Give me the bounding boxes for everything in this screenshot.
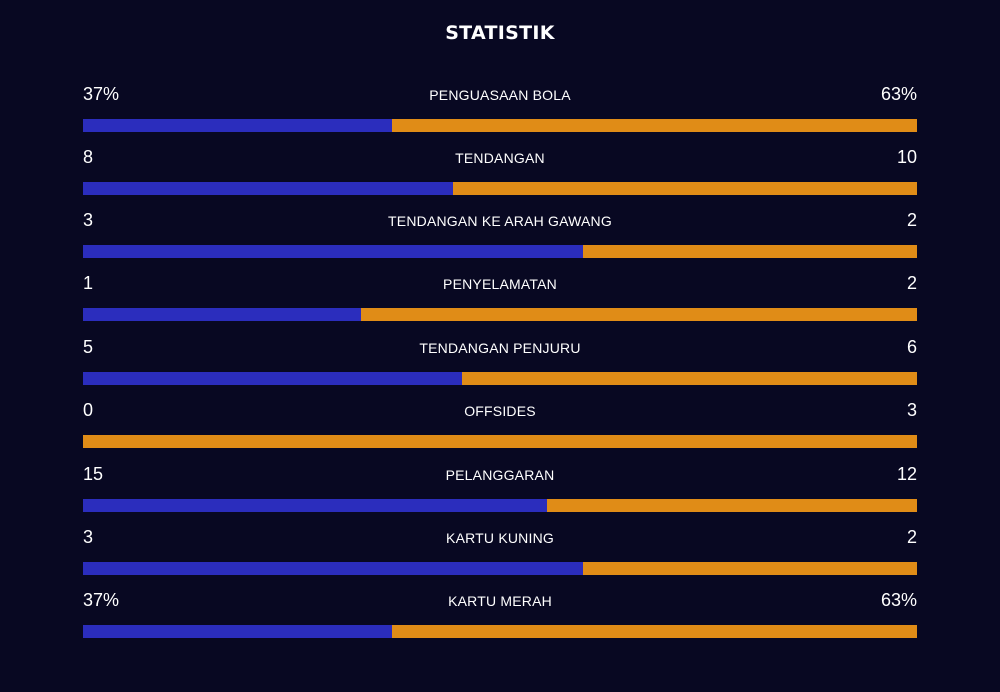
page-title: STATISTIK xyxy=(445,22,555,44)
comparison-bar xyxy=(83,119,917,132)
comparison-bar xyxy=(83,499,917,512)
stat-row-tendangan-penjuru: 5 TENDANGAN PENJURU 6 xyxy=(83,336,917,396)
away-bar-segment xyxy=(462,372,917,385)
home-value: 3 xyxy=(83,210,94,230)
home-bar-segment xyxy=(83,308,361,321)
away-bar-segment xyxy=(360,308,917,321)
comparison-bar xyxy=(83,562,917,575)
stat-row-pelanggaran: 15 PELANGGARAN 12 xyxy=(83,463,917,523)
away-bar-segment xyxy=(583,245,917,258)
home-value: 37% xyxy=(83,84,120,104)
home-bar-segment xyxy=(83,562,584,575)
stat-row-penyelamatan: 1 PENYELAMATAN 2 xyxy=(83,272,917,332)
stat-label: OFFSIDES xyxy=(464,403,536,419)
stat-label: PENYELAMATAN xyxy=(443,276,557,292)
away-bar-segment xyxy=(546,499,917,512)
comparison-bar xyxy=(83,372,917,385)
home-bar-segment xyxy=(83,499,547,512)
away-bar-segment xyxy=(453,182,917,195)
stat-row-kartu-kuning: 3 KARTU KUNING 2 xyxy=(83,526,917,586)
comparison-bar xyxy=(83,625,917,638)
stat-label: KARTU MERAH xyxy=(448,593,552,609)
away-bar-segment xyxy=(583,562,917,575)
home-value: 1 xyxy=(83,273,94,293)
away-value: 63% xyxy=(880,590,917,610)
stat-row-tendangan: 8 TENDANGAN 10 xyxy=(83,146,917,206)
stat-label: TENDANGAN PENJURU xyxy=(419,340,581,356)
stat-row-offsides: 0 OFFSIDES 3 xyxy=(83,399,917,459)
home-value: 0 xyxy=(83,400,94,420)
stat-label: TENDANGAN KE ARAH GAWANG xyxy=(388,213,612,229)
away-value: 63% xyxy=(880,84,917,104)
home-bar-segment xyxy=(83,182,454,195)
stat-row-tendangan-ke-arah-gawang: 3 TENDANGAN KE ARAH GAWANG 2 xyxy=(83,209,917,269)
stat-label: PENGUASAAN BOLA xyxy=(429,87,571,103)
away-bar-segment xyxy=(83,435,917,448)
comparison-bar xyxy=(83,435,917,448)
home-value: 15 xyxy=(83,464,104,484)
comparison-bar xyxy=(83,182,917,195)
away-value: 10 xyxy=(896,147,917,167)
home-value: 3 xyxy=(83,527,94,547)
away-value: 2 xyxy=(906,527,917,547)
away-bar-segment xyxy=(391,119,917,132)
comparison-bar xyxy=(83,245,917,258)
away-bar-segment xyxy=(391,625,917,638)
away-value: 2 xyxy=(906,210,917,230)
away-value: 3 xyxy=(906,400,917,420)
away-value: 6 xyxy=(906,337,917,357)
home-bar-segment xyxy=(83,372,463,385)
away-value: 12 xyxy=(896,464,917,484)
stat-label: KARTU KUNING xyxy=(446,530,554,546)
home-bar-segment xyxy=(83,119,392,132)
stat-label: TENDANGAN xyxy=(455,150,545,166)
comparison-bar xyxy=(83,308,917,321)
home-bar-segment xyxy=(83,245,584,258)
stat-row-kartu-merah: 37% KARTU MERAH 63% xyxy=(83,589,917,649)
stat-label: PELANGGARAN xyxy=(445,467,555,483)
away-value: 2 xyxy=(906,273,917,293)
home-value: 8 xyxy=(83,147,94,167)
home-value: 37% xyxy=(83,590,120,610)
stat-row-penguasaan-bola: 37% PENGUASAAN BOLA 63% xyxy=(83,83,917,143)
home-value: 5 xyxy=(83,337,94,357)
home-bar-segment xyxy=(83,625,392,638)
